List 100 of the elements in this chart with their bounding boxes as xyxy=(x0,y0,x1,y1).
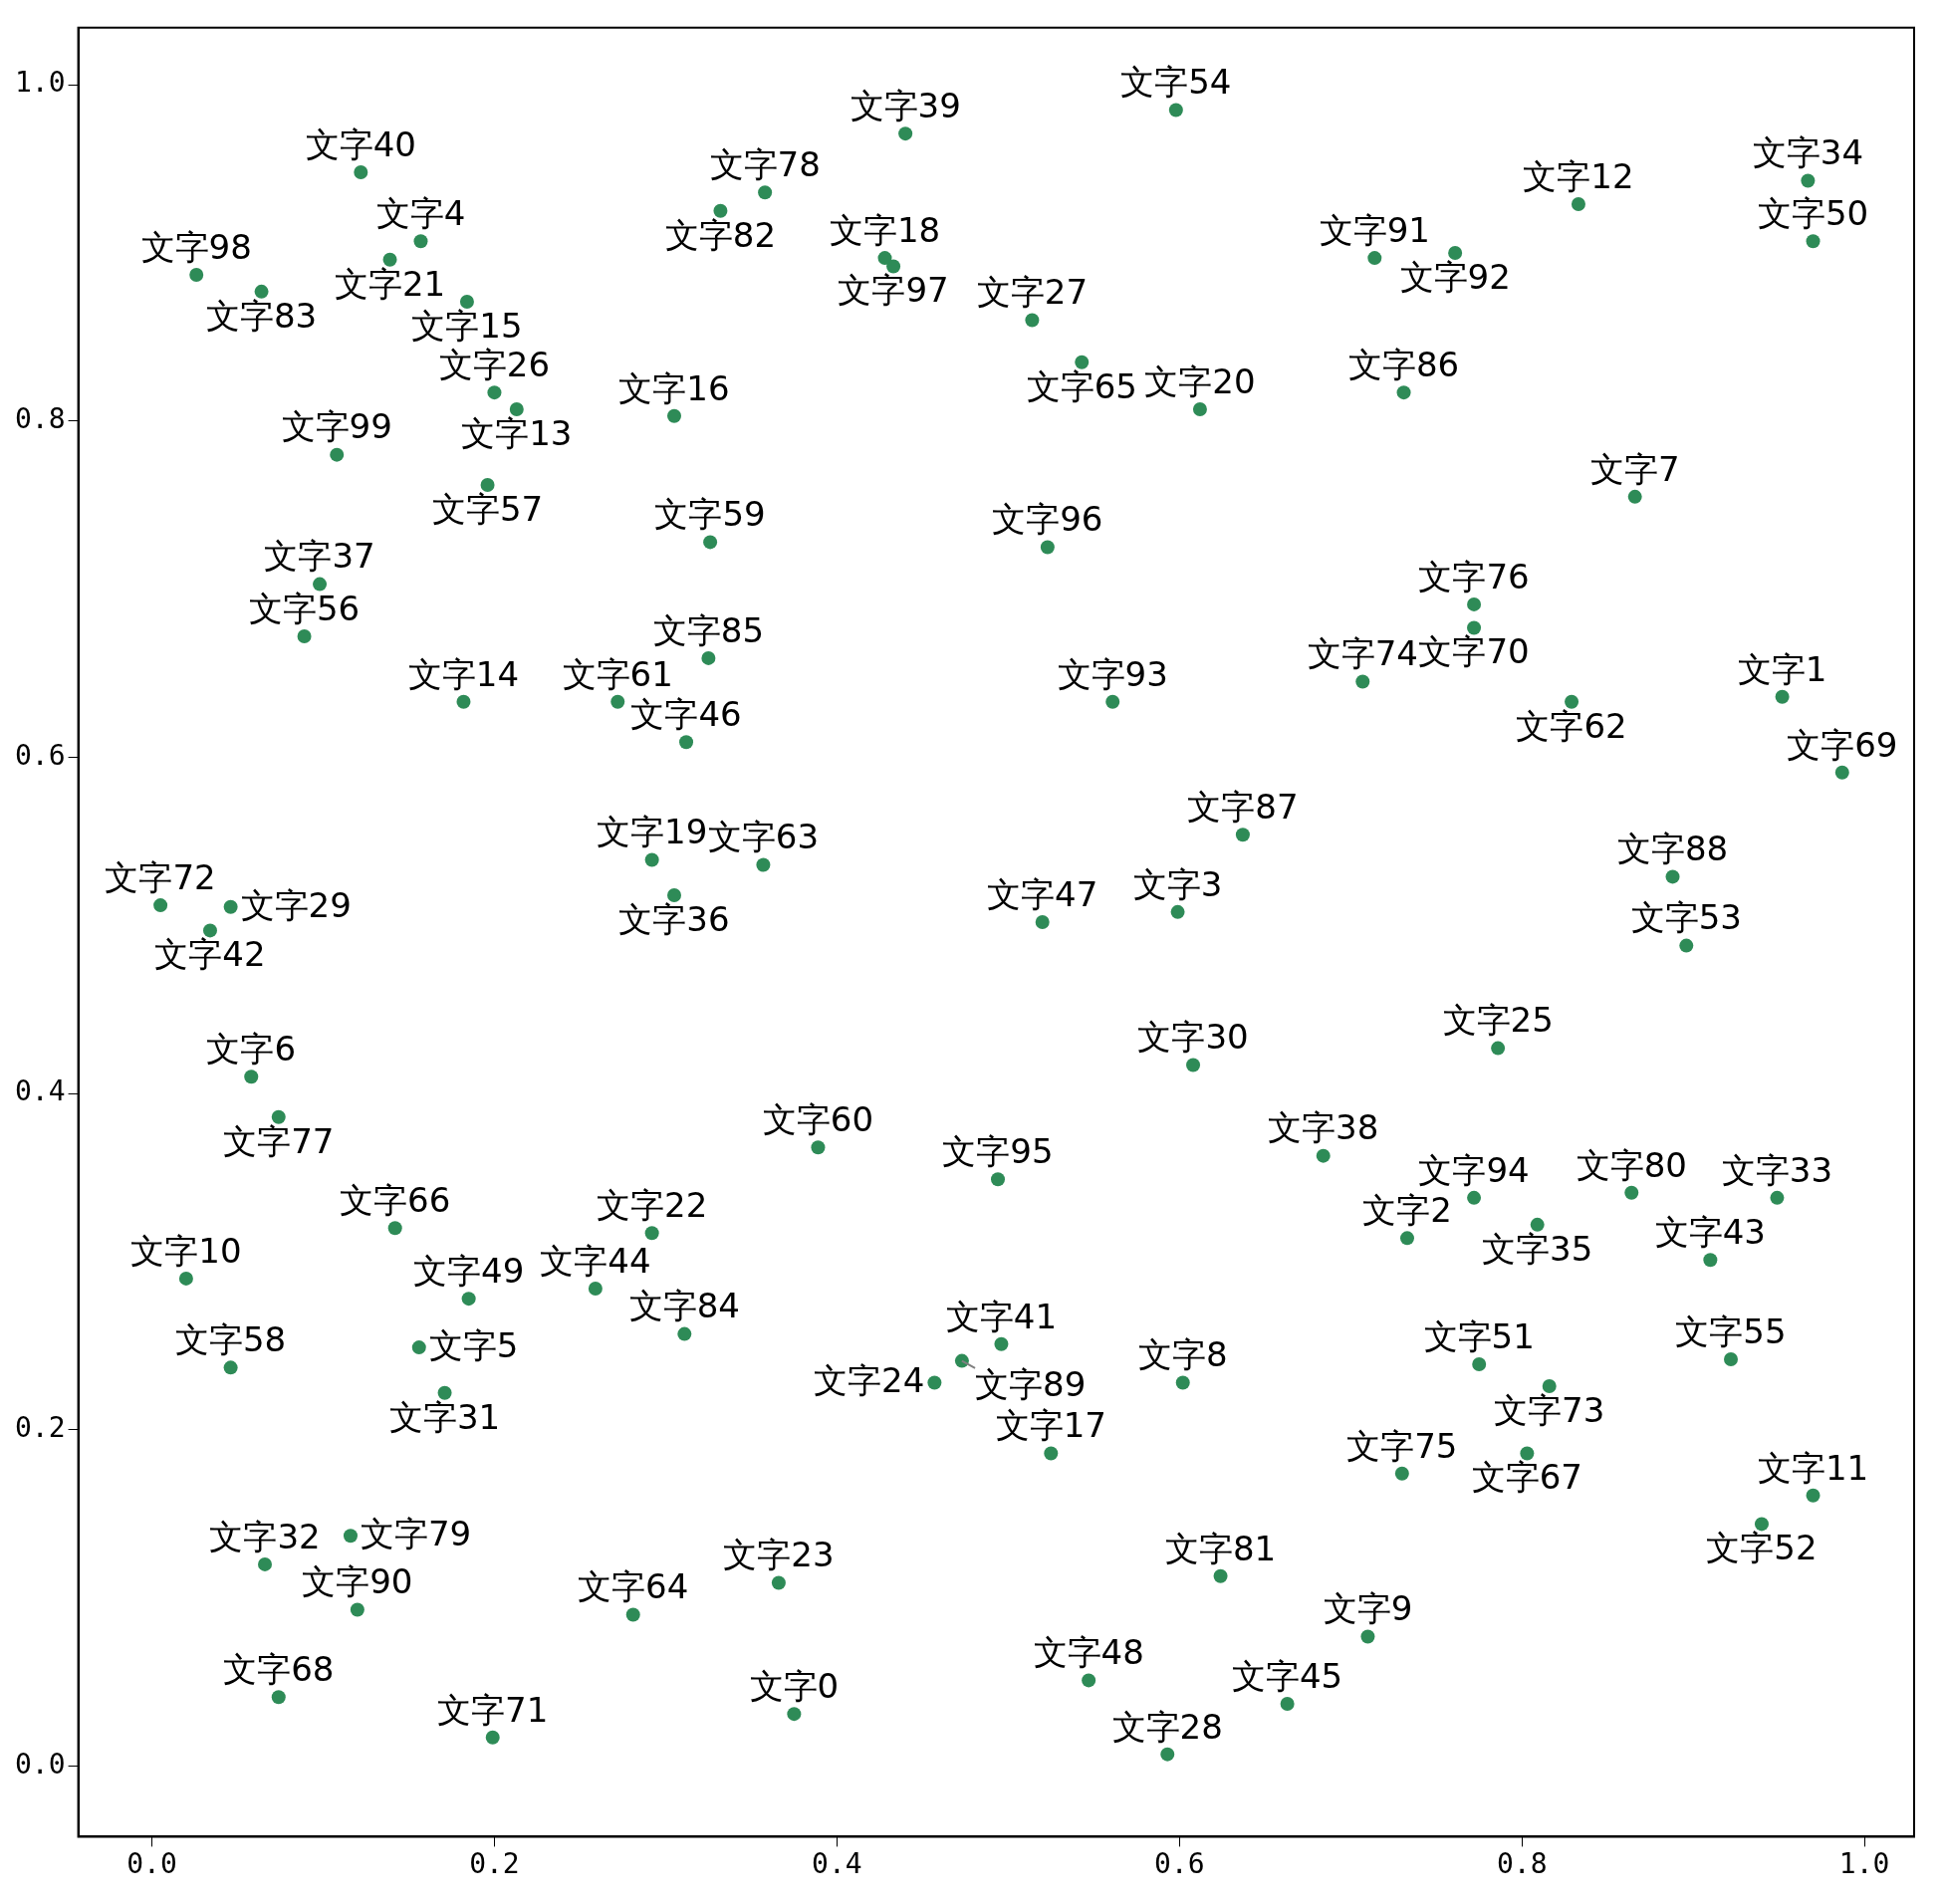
annotation: 文字34 xyxy=(1752,132,1864,173)
annotation: 文字25 xyxy=(1442,1000,1554,1041)
annotation: 文字4 xyxy=(375,193,466,234)
annotation: 文字97 xyxy=(838,270,949,311)
annotation: 文字88 xyxy=(1616,829,1729,869)
annotation: 文字14 xyxy=(407,653,520,694)
annotation: 文字87 xyxy=(1187,787,1299,828)
annotation: 文字45 xyxy=(1231,1655,1343,1696)
annotation: 文字89 xyxy=(975,1363,1087,1404)
annotation: 文字60 xyxy=(762,1099,874,1140)
annotation: 文字38 xyxy=(1268,1107,1379,1148)
annotation: 文字37 xyxy=(264,536,375,577)
annotation: 文字86 xyxy=(1347,344,1460,384)
annotation: 文字17 xyxy=(995,1405,1106,1446)
annotation: 文字16 xyxy=(618,367,730,408)
annotation: 文字46 xyxy=(630,694,742,735)
annotation: 文字80 xyxy=(1576,1144,1687,1185)
y-tick-label: 0.8 xyxy=(14,402,66,436)
annotation: 文字44 xyxy=(540,1240,651,1281)
annotation: 文字57 xyxy=(431,488,544,529)
annotation: 文字32 xyxy=(209,1516,321,1556)
annotation: 文字76 xyxy=(1418,556,1530,596)
annotation: 文字81 xyxy=(1164,1528,1277,1568)
annotation: 文字67 xyxy=(1471,1457,1582,1498)
y-tick-label: 0.0 xyxy=(14,1747,66,1781)
annotation: 文字1 xyxy=(1737,648,1827,689)
x-tick-label: 0.6 xyxy=(1154,1847,1205,1881)
annotation: 文字98 xyxy=(140,226,252,267)
annotation: 文字74 xyxy=(1307,633,1418,674)
x-tick-label: 0.0 xyxy=(126,1847,177,1881)
annotation: 文字15 xyxy=(411,305,523,346)
annotation: 文字91 xyxy=(1319,209,1430,250)
annotation: 文字95 xyxy=(942,1131,1054,1172)
annotation: 文字63 xyxy=(707,817,820,857)
annotation: 文字35 xyxy=(1482,1228,1593,1269)
annotation: 文字69 xyxy=(1787,724,1898,765)
annotation: 文字79 xyxy=(360,1514,472,1554)
annotation: 文字70 xyxy=(1418,631,1530,672)
annotation: 文字90 xyxy=(302,1561,413,1602)
annotation: 文字84 xyxy=(628,1286,740,1326)
y-tick-label: 1.0 xyxy=(14,66,66,100)
annotation: 文字8 xyxy=(1137,1334,1228,1375)
annotation: 文字5 xyxy=(428,1324,519,1365)
annotation: 文字39 xyxy=(850,85,961,125)
annotation: 文字41 xyxy=(945,1296,1058,1336)
annotation: 文字22 xyxy=(597,1185,708,1226)
y-tick-label: 0.2 xyxy=(14,1411,66,1445)
annotation: 文字13 xyxy=(461,412,573,453)
annotation: 文字56 xyxy=(248,588,361,628)
annotation: 文字3 xyxy=(1132,863,1223,904)
annotation: 文字24 xyxy=(814,1360,925,1401)
annotation: 文字31 xyxy=(388,1396,501,1437)
x-tick-label: 0.2 xyxy=(469,1847,520,1881)
annotation: 文字82 xyxy=(664,214,777,255)
annotation: 文字50 xyxy=(1757,193,1869,234)
annotation: 文字85 xyxy=(652,609,765,650)
annotation: 文字29 xyxy=(240,884,352,925)
annotation: 文字0 xyxy=(749,1665,840,1706)
annotation: 文字51 xyxy=(1423,1315,1535,1356)
annotation: 文字61 xyxy=(562,653,673,694)
annotation: 文字72 xyxy=(105,856,216,897)
annotation: 文字33 xyxy=(1721,1149,1833,1190)
annotation: 文字73 xyxy=(1494,1389,1605,1430)
annotation: 文字20 xyxy=(1144,360,1256,401)
y-tick-label: 0.6 xyxy=(14,738,66,772)
annotation: 文字94 xyxy=(1418,1149,1530,1190)
annotation: 文字59 xyxy=(654,494,766,535)
annotation: 文字23 xyxy=(723,1535,835,1575)
x-tick-label: 1.0 xyxy=(1838,1847,1890,1881)
annotation: 文字96 xyxy=(992,499,1103,540)
annotation: 文字7 xyxy=(1589,448,1680,489)
y-tick-label: 0.4 xyxy=(14,1074,66,1108)
annotation: 文字77 xyxy=(223,1120,335,1161)
annotation: 文字54 xyxy=(1120,62,1232,103)
annotation: 文字55 xyxy=(1675,1310,1787,1351)
annotation: 文字47 xyxy=(987,873,1098,914)
annotation: 文字83 xyxy=(205,295,318,336)
annotation: 文字71 xyxy=(437,1689,549,1730)
annotation: 文字99 xyxy=(281,406,392,447)
annotation: 文字58 xyxy=(174,1319,287,1360)
annotation: 文字26 xyxy=(438,344,551,384)
annotation: 文字9 xyxy=(1323,1588,1413,1629)
annotation: 文字10 xyxy=(130,1230,242,1271)
annotation: 文字21 xyxy=(334,263,446,304)
annotation: 文字64 xyxy=(578,1566,689,1607)
annotation: 文字66 xyxy=(340,1180,451,1221)
annotation: 文字53 xyxy=(1630,897,1742,938)
x-tick-label: 0.4 xyxy=(812,1847,862,1881)
annotation: 文字49 xyxy=(413,1250,525,1291)
annotation: 文字52 xyxy=(1706,1528,1818,1568)
annotation: 文字78 xyxy=(709,144,821,185)
annotation: 文字27 xyxy=(976,272,1089,313)
annotation: 文字2 xyxy=(1362,1190,1452,1231)
annotation: 文字48 xyxy=(1033,1632,1144,1673)
annotation: 文字6 xyxy=(206,1029,297,1070)
annotation: 文字18 xyxy=(829,209,941,250)
annotation: 文字40 xyxy=(305,123,416,164)
annotation: 文字65 xyxy=(1026,365,1137,406)
annotation: 文字68 xyxy=(223,1649,335,1690)
annotation: 文字12 xyxy=(1523,155,1634,196)
